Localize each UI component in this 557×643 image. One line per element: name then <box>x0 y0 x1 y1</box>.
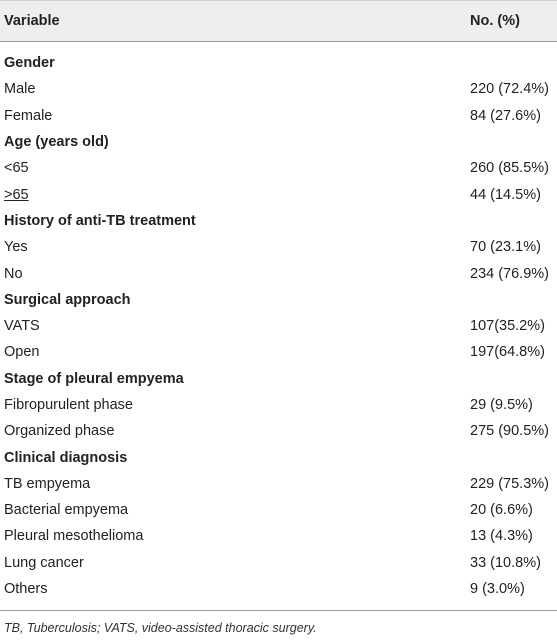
table-row: TB empyema 229 (75.3%) <box>0 471 557 497</box>
group-heading-gender: Gender <box>4 55 55 72</box>
row-label: No <box>4 265 23 282</box>
table-row: Yes 70 (23.1%) <box>0 234 557 260</box>
row-label: Yes <box>4 239 28 256</box>
table-row: Open 197(64.8%) <box>0 339 557 365</box>
row-label: Bacterial empyema <box>4 502 129 519</box>
row-label: Fibropurulent phase <box>4 397 133 413</box>
row-label: Female <box>4 107 53 124</box>
group-heading-surgical-approach: Surgical approach <box>4 291 131 308</box>
row-value: 107(35.2%) <box>470 318 545 335</box>
group-heading-history: History of anti-TB treatment <box>4 212 196 229</box>
row-value: 33 (10.8%) <box>470 554 541 571</box>
row-value: 20 (6.6%) <box>470 502 533 519</box>
row-value: 197(64.8%) <box>470 344 545 361</box>
table-row: Female 84 (27.6%) <box>0 103 557 129</box>
group-heading-stage: Stage of pleural empyema <box>4 370 184 387</box>
row-label: >65 <box>4 186 29 203</box>
row-label: Open <box>4 344 40 361</box>
table-row: >65 44 (14.5%) <box>0 181 557 207</box>
row-value: 9 (3.0%) <box>470 581 525 598</box>
row-label: Pleural mesothelioma <box>4 528 144 545</box>
row-value: 70 (23.1%) <box>470 239 541 256</box>
row-value: 220 (72.4%) <box>470 81 549 98</box>
row-value: 29 (9.5%) <box>470 397 533 413</box>
table-row: Pleural mesothelioma 13 (4.3%) <box>0 523 557 549</box>
row-value: 84 (27.6%) <box>470 107 541 124</box>
table-row: Lung cancer 33 (10.8%) <box>0 550 557 576</box>
header-variable: Variable <box>4 13 60 29</box>
row-label: Lung cancer <box>4 554 84 571</box>
row-label: VATS <box>4 318 40 335</box>
row-label: Male <box>4 81 36 98</box>
table-row: Fibropurulent phase 29 (9.5%) <box>0 392 557 418</box>
table-row: Others 9 (3.0%) <box>0 576 557 602</box>
group-heading-clinical-diagnosis: Clinical diagnosis <box>4 449 128 466</box>
table-row: Bacterial empyema 20 (6.6%) <box>0 497 557 523</box>
row-label: TB empyema <box>4 475 91 492</box>
table-bottom-rule <box>0 610 557 612</box>
row-label: <65 <box>4 160 29 177</box>
table-header: Variable No. (%) <box>0 0 557 42</box>
row-value: 260 (85.5%) <box>470 160 549 177</box>
row-value: 229 (75.3%) <box>470 475 549 492</box>
table-row: VATS 107(35.2%) <box>0 313 557 339</box>
row-label: Others <box>4 581 48 598</box>
group-heading-age: Age (years old) <box>4 134 109 151</box>
table-row: Male 220 (72.4%) <box>0 76 557 102</box>
row-value: 44 (14.5%) <box>470 186 541 203</box>
table-row: No 234 (76.9%) <box>0 260 557 286</box>
row-label: Organized phase <box>4 423 115 440</box>
row-value: 13 (4.3%) <box>470 528 533 545</box>
header-count: No. (%) <box>470 13 520 29</box>
row-value: 234 (76.9%) <box>470 265 549 282</box>
table-row: <65 260 (85.5%) <box>0 155 557 181</box>
row-value: 275 (90.5%) <box>470 423 549 440</box>
table-footnote: TB, Tuberculosis; VATS, video-assisted t… <box>4 621 317 636</box>
table-row: Organized phase 275 (90.5%) <box>0 418 557 444</box>
